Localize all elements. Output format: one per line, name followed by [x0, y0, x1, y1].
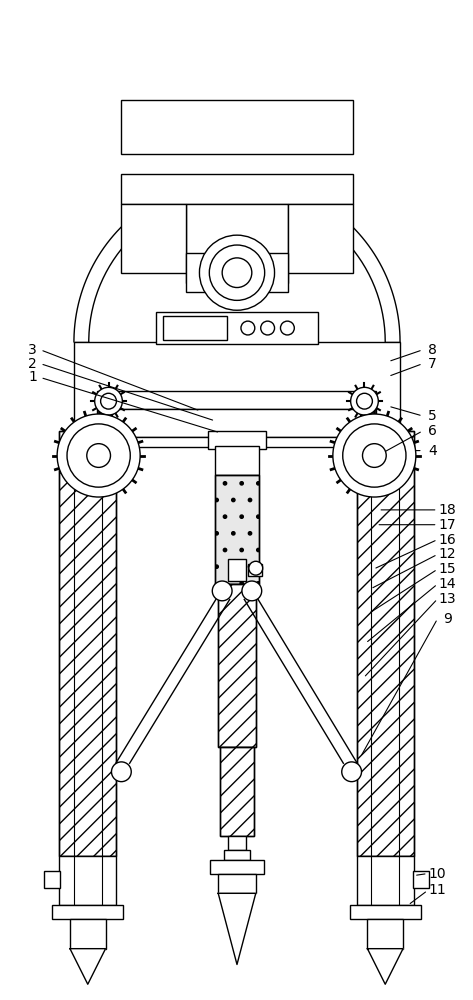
- Text: 16: 16: [438, 533, 456, 547]
- Text: 9: 9: [443, 612, 452, 626]
- Bar: [96, 409, 377, 437]
- Bar: [357, 431, 414, 856]
- Text: 5: 5: [428, 409, 437, 423]
- Text: 13: 13: [438, 592, 456, 606]
- Text: 17: 17: [438, 518, 456, 532]
- Bar: [185, 253, 210, 292]
- Bar: [228, 559, 246, 581]
- Bar: [185, 204, 289, 283]
- Circle shape: [343, 424, 406, 487]
- Circle shape: [67, 424, 130, 487]
- Circle shape: [261, 321, 274, 335]
- Circle shape: [357, 393, 372, 409]
- Bar: [215, 475, 259, 584]
- Text: 11: 11: [429, 883, 447, 897]
- Circle shape: [249, 561, 263, 575]
- Bar: [220, 747, 254, 836]
- Bar: [210, 860, 263, 874]
- Bar: [156, 312, 318, 344]
- Bar: [215, 475, 259, 584]
- Bar: [74, 342, 400, 431]
- Text: 3: 3: [28, 343, 37, 357]
- Bar: [357, 856, 414, 905]
- Bar: [208, 431, 266, 449]
- Text: 14: 14: [438, 577, 456, 591]
- Bar: [59, 856, 116, 905]
- Circle shape: [342, 762, 361, 782]
- Bar: [163, 316, 227, 340]
- Circle shape: [242, 581, 262, 601]
- Bar: [357, 431, 414, 856]
- Text: 1: 1: [28, 370, 37, 384]
- Bar: [96, 391, 377, 409]
- Text: 15: 15: [438, 562, 456, 576]
- Polygon shape: [218, 893, 256, 964]
- Circle shape: [87, 444, 111, 467]
- Bar: [59, 431, 116, 856]
- Bar: [350, 905, 421, 919]
- Bar: [289, 204, 352, 273]
- Circle shape: [210, 245, 265, 300]
- Bar: [122, 174, 352, 204]
- Bar: [368, 919, 403, 949]
- Bar: [220, 747, 254, 836]
- Circle shape: [222, 258, 252, 288]
- Circle shape: [57, 414, 140, 497]
- Circle shape: [101, 393, 116, 409]
- Bar: [52, 905, 123, 919]
- Circle shape: [95, 387, 123, 415]
- Text: 10: 10: [429, 867, 447, 881]
- Text: 12: 12: [438, 547, 456, 561]
- Bar: [122, 204, 185, 273]
- Circle shape: [350, 387, 378, 415]
- Bar: [218, 584, 256, 747]
- Bar: [96, 437, 377, 447]
- Circle shape: [362, 444, 386, 467]
- Text: 7: 7: [428, 357, 437, 371]
- Bar: [228, 836, 246, 850]
- Text: 8: 8: [428, 343, 437, 357]
- Circle shape: [280, 321, 294, 335]
- Text: 18: 18: [438, 503, 456, 517]
- Polygon shape: [368, 949, 403, 984]
- Circle shape: [112, 762, 131, 782]
- Bar: [59, 431, 116, 856]
- Bar: [263, 253, 289, 292]
- Bar: [224, 850, 250, 860]
- Bar: [218, 874, 256, 893]
- Circle shape: [241, 321, 255, 335]
- Text: 6: 6: [428, 424, 437, 438]
- Bar: [215, 446, 259, 475]
- Bar: [70, 919, 105, 949]
- Bar: [248, 564, 262, 576]
- Bar: [218, 584, 256, 747]
- Bar: [122, 100, 352, 154]
- Text: 2: 2: [28, 357, 37, 371]
- Circle shape: [200, 235, 274, 310]
- Polygon shape: [70, 949, 105, 984]
- Circle shape: [333, 414, 416, 497]
- Text: 4: 4: [428, 444, 437, 458]
- Circle shape: [212, 581, 232, 601]
- Bar: [413, 871, 429, 888]
- Bar: [44, 871, 60, 888]
